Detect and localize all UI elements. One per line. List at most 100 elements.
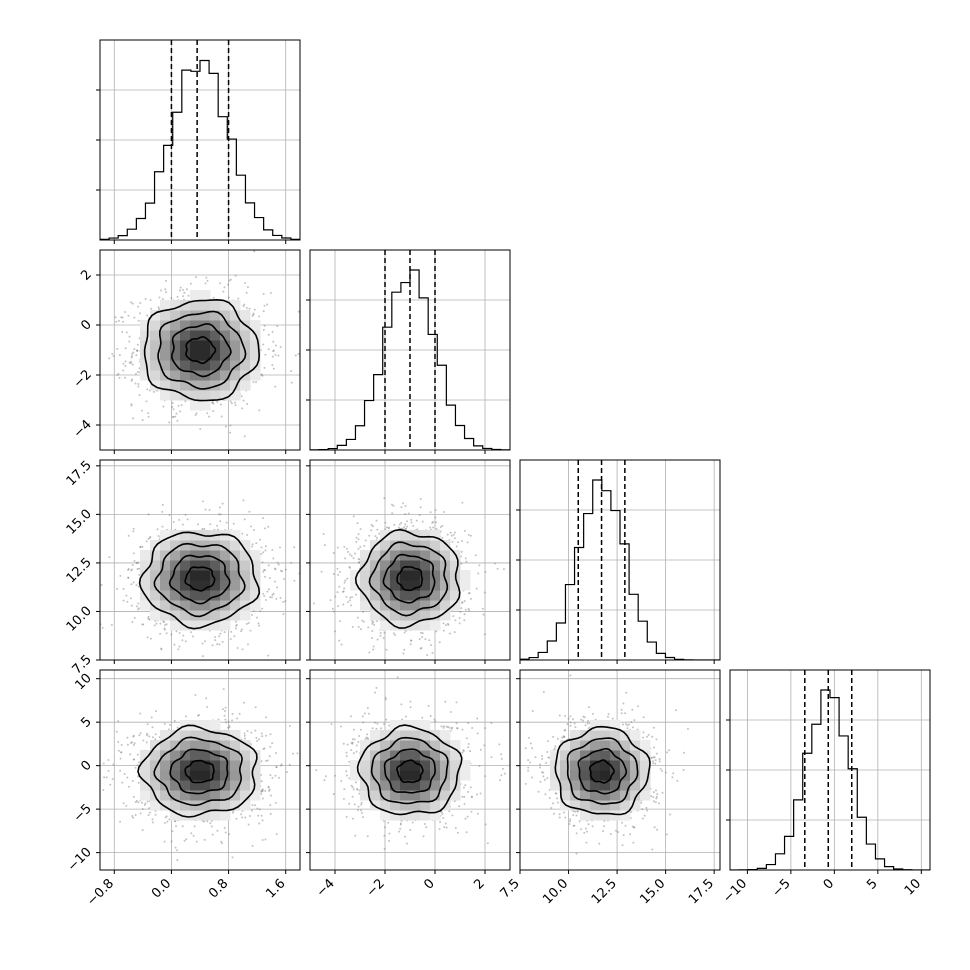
scatter-dot	[383, 497, 386, 500]
scatter-dot	[371, 637, 374, 640]
scatter-dot	[481, 607, 484, 610]
scatter-dot	[346, 577, 349, 580]
scatter-dot	[161, 298, 164, 301]
density-cell	[150, 320, 161, 331]
scatter-dot	[477, 572, 480, 575]
scatter-dot	[131, 568, 134, 571]
scatter-dot	[131, 378, 134, 381]
density-cell	[390, 530, 401, 541]
scatter-dot	[435, 630, 438, 633]
scatter-dot	[453, 531, 456, 534]
scatter-dot	[483, 633, 486, 636]
density-cell	[170, 300, 181, 311]
scatter-dot	[404, 513, 407, 516]
density-cell	[410, 580, 421, 591]
scatter-dot	[229, 400, 232, 403]
density-cell	[160, 350, 171, 361]
scatter-dot	[124, 360, 127, 363]
scatter-dot	[136, 349, 139, 352]
density-cell	[240, 570, 251, 581]
density-cell	[250, 550, 261, 561]
scatter-dot	[409, 643, 412, 646]
scatter-dot	[236, 717, 239, 720]
scatter-dot	[267, 654, 270, 657]
scatter-dot	[175, 630, 178, 633]
scatter-dot	[401, 527, 404, 530]
scatter-dot	[434, 516, 437, 519]
scatter-dot	[136, 605, 139, 608]
density-cell	[160, 340, 171, 351]
density-cell	[420, 530, 431, 541]
scatter-dot	[457, 541, 460, 544]
scatter-dot	[269, 745, 272, 748]
density-cell	[440, 610, 451, 621]
scatter-dot	[102, 762, 105, 765]
scatter-dot	[370, 523, 373, 526]
scatter-dot	[353, 552, 356, 555]
density-cell	[210, 350, 221, 361]
scatter-dot	[441, 536, 444, 539]
scatter-dot	[420, 647, 423, 650]
scatter-dot	[290, 370, 293, 373]
scatter-dot	[125, 594, 128, 597]
scatter-dot	[342, 603, 345, 606]
scatter-dot	[382, 637, 385, 640]
scatter-dot	[129, 362, 132, 365]
scatter-dot	[147, 617, 150, 620]
scatter-dot	[403, 631, 406, 634]
scatter-dot	[271, 364, 274, 367]
scatter-dot	[469, 597, 472, 600]
density-cell	[440, 570, 451, 581]
scatter-dot	[101, 626, 104, 629]
density-cell	[150, 340, 161, 351]
density-cell	[170, 550, 181, 561]
density-cell	[210, 550, 221, 561]
scatter-dot	[218, 506, 221, 509]
density-cell	[390, 550, 401, 561]
scatter-dot	[139, 301, 142, 304]
scatter-dot	[147, 412, 150, 415]
scatter-dot	[149, 637, 152, 640]
scatter-dot	[235, 817, 238, 820]
scatter-dot	[130, 355, 133, 358]
scatter-dot	[467, 607, 470, 610]
scatter-dot	[137, 585, 140, 588]
density-cell	[230, 310, 241, 321]
scatter-dot	[305, 617, 307, 619]
scatter-dot	[131, 779, 134, 782]
scatter-dot	[123, 376, 126, 379]
scatter-dot	[245, 306, 248, 309]
scatter-dot	[209, 523, 212, 526]
density-cell	[150, 330, 161, 341]
scatter-dot	[122, 362, 125, 365]
density-cell	[400, 580, 411, 591]
density-cell	[190, 330, 201, 341]
density-cell	[390, 620, 401, 631]
scatter-dot	[347, 601, 350, 604]
scatter-dot	[344, 579, 347, 582]
density-cell	[160, 330, 171, 341]
scatter-dot	[278, 546, 281, 549]
scatter-dot	[227, 720, 230, 723]
scatter-dot	[284, 600, 287, 603]
scatter-dot	[242, 305, 245, 308]
scatter-dot	[216, 643, 219, 646]
density-cell	[220, 550, 231, 561]
scatter-dot	[171, 415, 174, 418]
scatter-dot	[176, 295, 179, 298]
density-cell	[220, 380, 231, 391]
density-cell	[200, 540, 211, 551]
density-cell	[390, 610, 401, 621]
density-cell	[170, 380, 181, 391]
scatter-dot	[229, 278, 232, 281]
density-cell	[230, 340, 241, 351]
scatter-dot	[418, 638, 421, 641]
density-cell	[230, 570, 241, 581]
density-cell	[180, 320, 191, 331]
density-cell	[380, 620, 391, 631]
scatter-dot	[133, 348, 136, 351]
density-cell	[150, 550, 161, 561]
density-cell	[230, 560, 241, 571]
scatter-dot	[234, 401, 237, 404]
density-cell	[410, 550, 421, 561]
